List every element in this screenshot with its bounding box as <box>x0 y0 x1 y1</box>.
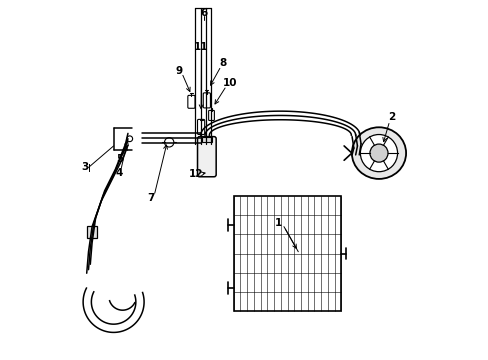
Text: 3: 3 <box>81 162 88 172</box>
FancyBboxPatch shape <box>208 111 214 121</box>
Text: 8: 8 <box>219 58 226 68</box>
FancyBboxPatch shape <box>203 93 210 108</box>
Circle shape <box>360 135 397 172</box>
Circle shape <box>126 136 132 141</box>
Bar <box>233 196 341 311</box>
Bar <box>202 137 211 141</box>
FancyBboxPatch shape <box>197 136 216 177</box>
Text: 10: 10 <box>223 78 237 88</box>
Text: 11: 11 <box>194 42 208 51</box>
Ellipse shape <box>351 127 405 179</box>
Bar <box>86 226 97 238</box>
FancyBboxPatch shape <box>187 95 195 108</box>
Text: 7: 7 <box>147 193 155 203</box>
Text: 6: 6 <box>200 8 207 18</box>
Circle shape <box>369 144 387 162</box>
Text: 12: 12 <box>188 169 203 179</box>
Text: 9: 9 <box>175 66 183 76</box>
Text: 5: 5 <box>116 154 123 164</box>
Text: 2: 2 <box>387 112 394 122</box>
Text: 4: 4 <box>115 168 122 178</box>
Circle shape <box>164 138 174 147</box>
Text: 1: 1 <box>274 218 282 228</box>
FancyBboxPatch shape <box>197 120 204 134</box>
